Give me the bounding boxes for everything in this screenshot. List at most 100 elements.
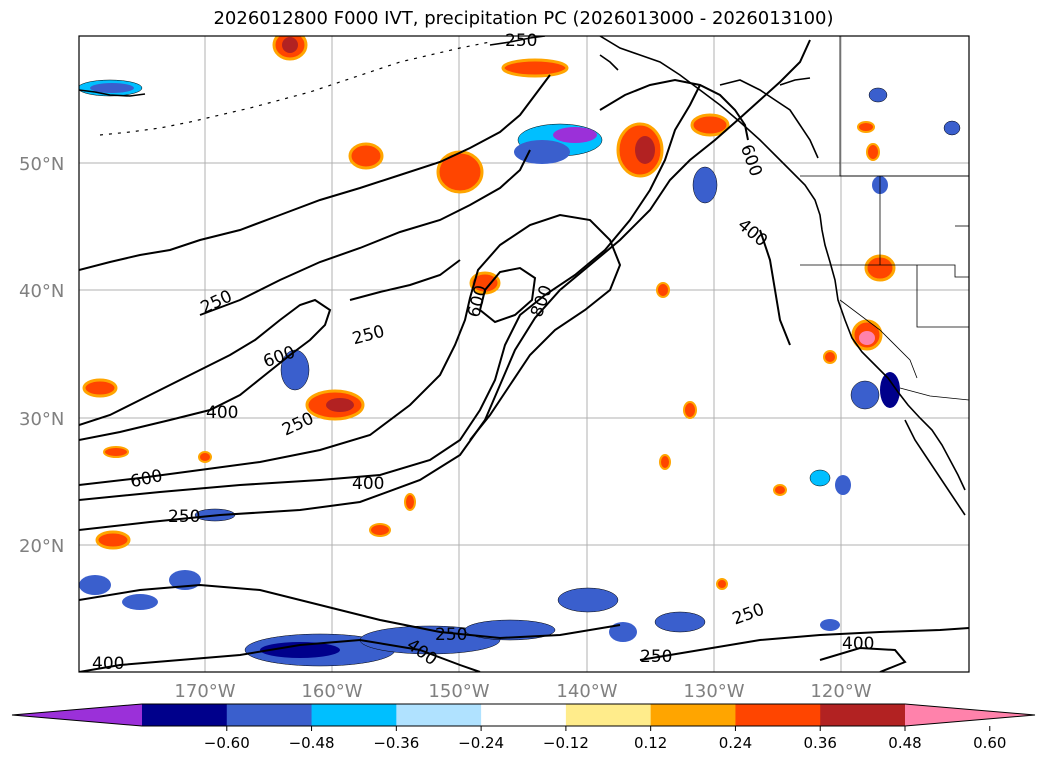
precip-blob xyxy=(654,611,706,633)
contour-label: 400 xyxy=(352,474,384,494)
colorbar-segment xyxy=(311,704,397,726)
colorbar-tick-label: 0.12 xyxy=(634,734,667,752)
precip-blob xyxy=(866,143,880,161)
political-borders xyxy=(800,36,969,401)
precip-blob xyxy=(659,454,671,470)
lon-label-150w: 150°W xyxy=(428,681,489,702)
precip-blob xyxy=(95,530,131,550)
aleutian-coast xyxy=(79,89,146,97)
latitude-labels: 50°N 40°N 30°N 20°N xyxy=(19,154,64,557)
border-state xyxy=(916,265,969,328)
ivt-contour-400 xyxy=(79,638,481,672)
colorbar-segment xyxy=(481,704,567,726)
precip-blob xyxy=(464,619,556,641)
baja-coast xyxy=(904,419,966,516)
ivt-contour-600 xyxy=(599,78,749,141)
precip-blob xyxy=(880,372,900,408)
contour-label: 250 xyxy=(168,507,200,527)
ivt-contour-400 xyxy=(759,229,791,346)
colorbar-outline xyxy=(11,703,1036,727)
contour-label: 250 xyxy=(640,647,672,667)
precip-blob xyxy=(260,642,340,658)
precip-blob xyxy=(692,166,718,204)
colorbar-tick-label: −0.24 xyxy=(458,734,504,752)
lon-label-120w: 120°W xyxy=(810,681,871,702)
precip-blob xyxy=(609,622,637,642)
ivt-contour-800 xyxy=(478,266,537,324)
ivt-contour-250 xyxy=(199,149,531,316)
contour-label: 400 xyxy=(206,403,238,423)
coast-segment xyxy=(719,79,819,159)
precip-blob xyxy=(683,401,697,419)
ivt-contours xyxy=(79,39,969,672)
colorbar-extend-low xyxy=(12,704,142,726)
lon-label-130w: 130°W xyxy=(683,681,744,702)
precip-blob xyxy=(280,349,310,391)
precip-blob xyxy=(868,87,888,103)
border-state xyxy=(839,299,918,379)
precip-blob xyxy=(857,121,875,133)
precip-blob xyxy=(943,120,961,136)
map-title: 2026012800 F000 IVT, precipitation PC (2… xyxy=(213,8,834,29)
colorbar-extend-high xyxy=(905,704,1035,726)
precip-blob xyxy=(79,575,111,595)
precip-blob xyxy=(282,37,298,53)
ivt-contour-400 xyxy=(819,646,907,672)
coast-segment xyxy=(779,77,811,86)
lon-label-160w: 160°W xyxy=(301,681,362,702)
colorbar-tick-label: 0.48 xyxy=(888,734,921,752)
colorbar-tick-label: 0.24 xyxy=(719,734,752,752)
precip-blob xyxy=(369,523,391,537)
longitude-labels: 170°W 160°W 150°W 140°W 130°W 120°W xyxy=(174,681,871,702)
ivt-contour-250 xyxy=(79,583,621,640)
lat-label-40n: 40°N xyxy=(19,281,64,302)
colorbar-tick-label: −0.12 xyxy=(543,734,589,752)
colorbar-segment xyxy=(226,704,313,726)
precip-blob xyxy=(557,587,619,613)
precip-blob xyxy=(103,446,129,458)
precip-blob xyxy=(656,282,670,298)
precip-blob xyxy=(859,331,875,345)
precip-blob xyxy=(809,469,831,487)
precip-blob xyxy=(404,493,416,511)
precip-blob xyxy=(514,140,570,164)
precip-blob xyxy=(553,127,597,143)
colorbar-segment xyxy=(650,704,736,726)
precip-blob xyxy=(823,350,837,364)
ivt-contour-250 xyxy=(349,259,461,301)
colorbar-tick-label: 0.36 xyxy=(804,734,837,752)
ivt-contour-400 xyxy=(79,298,332,441)
precip-blob xyxy=(773,484,787,496)
border-state xyxy=(800,264,969,278)
precip-blob xyxy=(501,58,569,78)
precip-blob xyxy=(436,150,484,194)
colorbar: −0.60 −0.48 −0.36 −0.24 −0.12 0.12 0.24 0.36 0.4… xyxy=(11,703,1036,752)
colorbar-segment xyxy=(735,704,821,726)
precip-blob xyxy=(635,136,655,164)
colorbar-segment xyxy=(565,704,652,726)
colorbar-tick-label: 0.60 xyxy=(973,734,1006,752)
precip-blob xyxy=(90,83,134,93)
north-america-coast xyxy=(599,36,966,491)
coast-segment xyxy=(599,54,619,71)
colorbar-segment xyxy=(142,704,228,726)
precip-blob xyxy=(122,594,158,610)
lat-label-50n: 50°N xyxy=(19,154,64,175)
precip-blob xyxy=(82,378,118,398)
ivt-contour-600 xyxy=(79,213,622,486)
coastlines xyxy=(79,36,966,516)
contour-label: 250 xyxy=(435,625,467,645)
ivt-contour-250 xyxy=(79,39,811,531)
ivt-contour-250 xyxy=(639,627,969,661)
ivt-contour-250 xyxy=(79,74,551,271)
colorbar-tick-label: −0.36 xyxy=(373,734,419,752)
precip-blob xyxy=(348,142,384,170)
lon-label-140w: 140°W xyxy=(556,681,617,702)
precip-blob xyxy=(716,578,728,590)
border-us-mexico xyxy=(899,387,969,401)
precip-blob xyxy=(835,475,851,495)
precip-blob xyxy=(198,451,212,463)
precip-blob xyxy=(820,619,840,631)
precip-blob xyxy=(690,113,730,137)
